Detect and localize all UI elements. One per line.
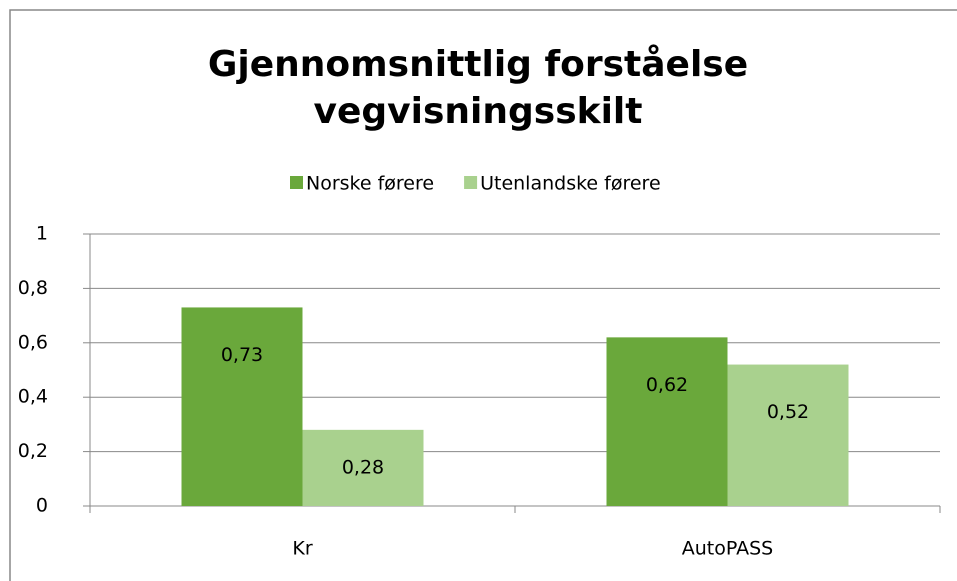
y-tick-label: 0,8	[18, 277, 48, 299]
y-tick-label: 0,6	[18, 331, 48, 353]
x-tick-label: AutoPASS	[682, 538, 773, 560]
y-tick-label: 1	[36, 223, 48, 245]
chart-title: Gjennomsnittlig forståelse	[208, 44, 748, 85]
legend-swatch	[290, 176, 303, 189]
data-label: 0,52	[767, 401, 809, 423]
legend-label: Norske førere	[306, 173, 434, 195]
y-tick-label: 0	[36, 495, 48, 517]
bar	[302, 429, 424, 506]
data-label: 0,62	[646, 374, 688, 396]
bar	[727, 364, 849, 506]
data-label: 0,73	[221, 344, 263, 366]
y-tick-label: 0,4	[18, 386, 48, 408]
chart-title: vegvisningsskilt	[314, 91, 643, 132]
bar	[181, 307, 303, 506]
legend-label: Utenlandske førere	[480, 173, 661, 195]
data-label: 0,28	[342, 456, 384, 478]
y-tick-label: 0,2	[18, 440, 48, 462]
x-tick-label: Kr	[292, 538, 312, 560]
legend-swatch	[464, 176, 478, 189]
bar	[606, 337, 728, 506]
